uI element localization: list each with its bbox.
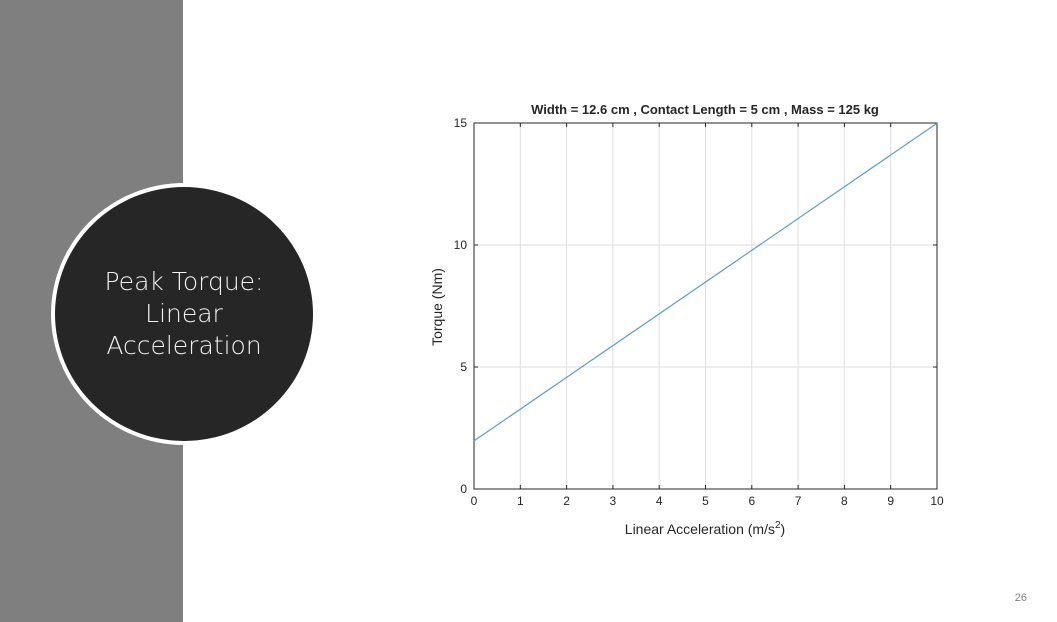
- x-tick-label: 10: [930, 494, 944, 508]
- x-tick-label: 4: [656, 494, 663, 508]
- x-tick-label: 8: [841, 494, 848, 508]
- x-axis-label-close: ): [781, 521, 786, 537]
- y-tick-labels: 0 5 10 15: [454, 116, 468, 496]
- y-tick-label: 10: [454, 238, 468, 252]
- x-tick-label: 5: [702, 494, 709, 508]
- title-circle: Peak Torque: Linear Acceleration: [55, 187, 313, 441]
- grid-lines: [473, 122, 938, 490]
- torque-line: [473, 122, 938, 442]
- x-tick-label: 3: [610, 494, 617, 508]
- y-tick-label: 5: [460, 360, 467, 374]
- x-axis-label-main: Linear Acceleration (m/s: [625, 521, 775, 537]
- x-axis-label-superscript: 2: [775, 520, 781, 531]
- y-tick-label: 0: [460, 482, 467, 496]
- slide-title-line-3: Acceleration: [106, 331, 262, 360]
- chart-title: Width = 12.6 cm , Contact Length = 5 cm …: [531, 102, 879, 117]
- axis-ticks: [473, 122, 938, 490]
- y-tick-label: 15: [454, 116, 468, 130]
- slide-title-line-2: Linear: [145, 299, 223, 328]
- x-axis-label: Linear Acceleration (m/s2): [625, 520, 785, 537]
- torque-chart: Width = 12.6 cm , Contact Length = 5 cm …: [429, 102, 944, 537]
- x-tick-label: 1: [517, 494, 524, 508]
- x-tick-label: 6: [748, 494, 755, 508]
- y-axis-label: Torque (Nm): [429, 268, 445, 346]
- x-tick-labels: 0 1 2 3 4 5 6 7 8 9 10: [471, 494, 944, 508]
- x-tick-label: 9: [887, 494, 894, 508]
- x-tick-label: 0: [471, 494, 478, 508]
- page-number: 26: [1014, 592, 1027, 604]
- x-tick-label: 7: [795, 494, 802, 508]
- slide-title-line-1: Peak Torque:: [104, 267, 264, 296]
- x-tick-label: 2: [563, 494, 570, 508]
